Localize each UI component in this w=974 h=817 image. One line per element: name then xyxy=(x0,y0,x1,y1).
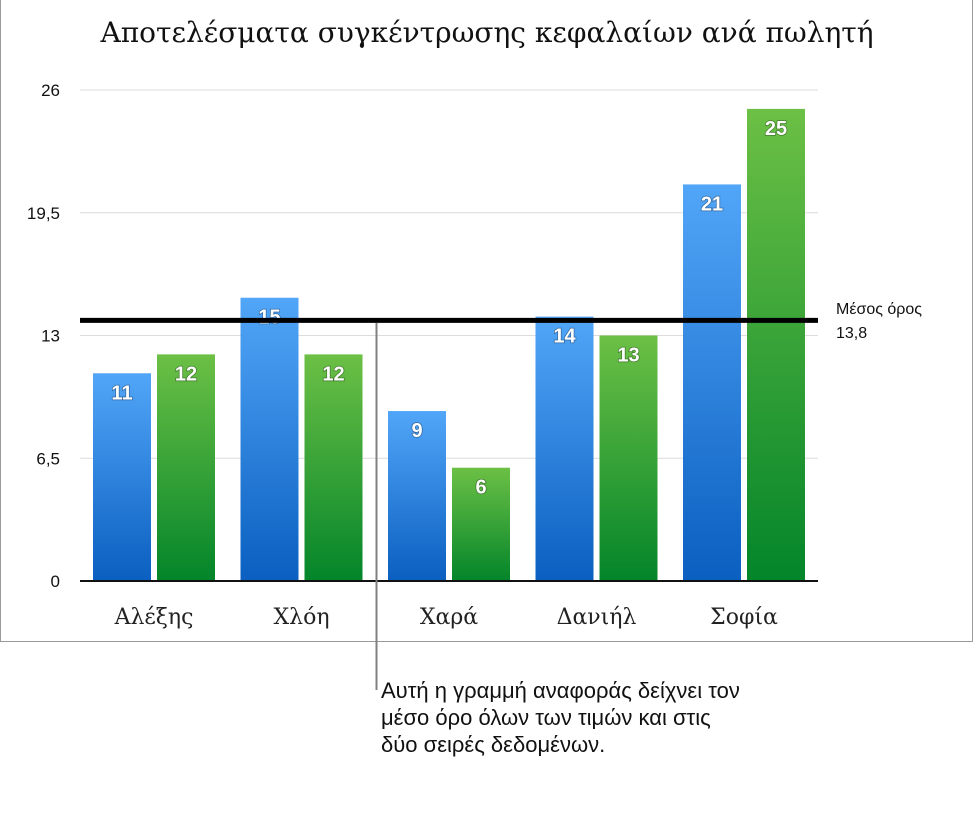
x-tick-label: Σοφία xyxy=(710,605,778,630)
bar-series2 xyxy=(304,354,363,581)
data-label: 21 xyxy=(701,193,723,215)
y-tick-label: 19,5 xyxy=(27,204,60,223)
bar-series1 xyxy=(683,184,741,581)
bar-series1 xyxy=(388,411,446,581)
bar-series2 xyxy=(747,108,805,581)
bar-series2 xyxy=(157,354,215,581)
data-label: 25 xyxy=(765,118,787,140)
bar-series1 xyxy=(93,373,151,581)
data-label: 15 xyxy=(258,307,280,329)
data-label: 13 xyxy=(617,345,639,367)
reference-line-value: 13,8 xyxy=(836,325,867,342)
bar-series1 xyxy=(535,316,594,581)
x-tick-label: Χαρά xyxy=(420,605,478,630)
reference-line-label: Μέσος όρος xyxy=(836,301,922,318)
callout-text: Αυτή η γραμμή αναφοράς δείχνει τον μέσο … xyxy=(381,678,740,757)
data-label: 12 xyxy=(175,363,197,385)
x-tick-label: Αλέξης xyxy=(114,605,194,630)
data-label: 6 xyxy=(475,477,486,499)
y-tick-label: 13 xyxy=(41,327,60,346)
chart-frame xyxy=(0,0,973,642)
data-label: 9 xyxy=(411,420,422,442)
bar-series1 xyxy=(240,297,299,581)
bar-series2 xyxy=(452,467,510,581)
data-label: 11 xyxy=(111,382,132,404)
data-label: 12 xyxy=(322,363,344,385)
data-label: 14 xyxy=(553,326,576,348)
bar-series2 xyxy=(599,335,658,581)
y-tick-label: 0 xyxy=(51,572,60,591)
y-tick-label: 26 xyxy=(41,81,60,100)
y-tick-label: 6,5 xyxy=(36,449,60,468)
x-tick-label: Χλόη xyxy=(273,605,329,630)
chart-title: Αποτελέσματα συγκέντρωσης κεφαλαίων ανά … xyxy=(99,16,873,49)
x-tick-label: Δανιήλ xyxy=(557,605,637,630)
